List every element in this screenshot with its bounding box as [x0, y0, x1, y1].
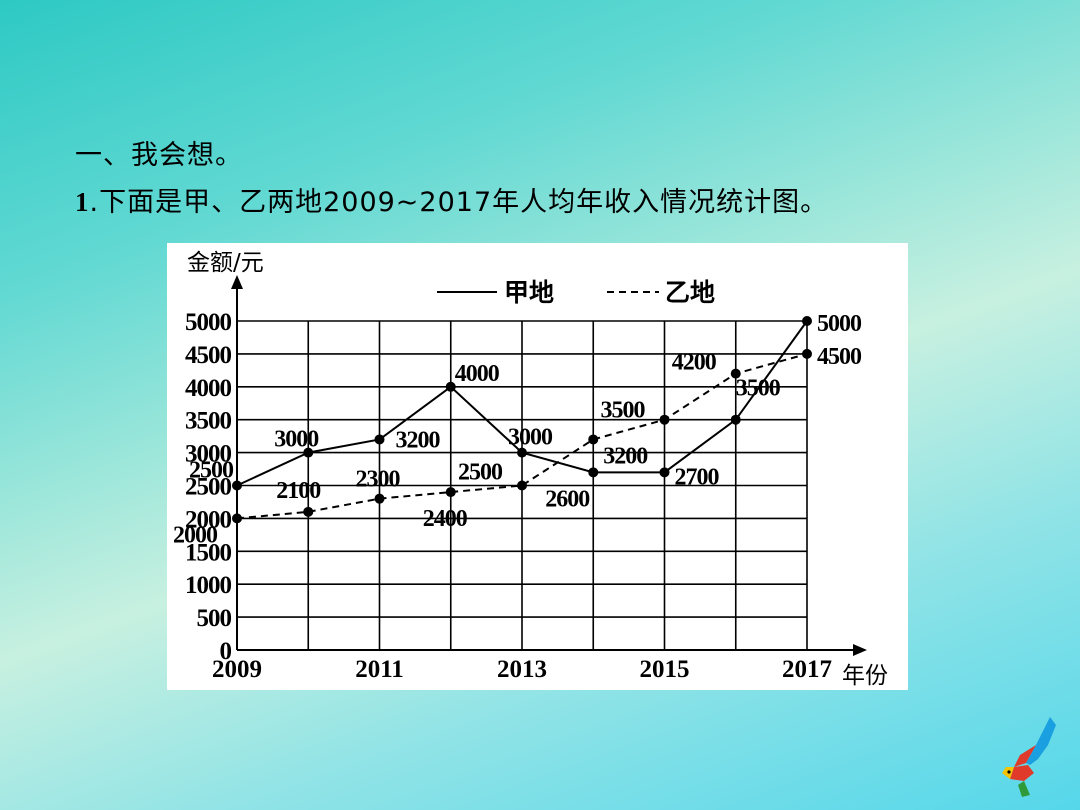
- data-point: [802, 348, 812, 359]
- data-label: 4000: [455, 361, 500, 387]
- data-label: 4200: [672, 350, 717, 376]
- x-axis-title: 年份: [842, 663, 888, 689]
- data-point: [659, 414, 670, 425]
- data-point: [232, 513, 242, 524]
- data-label: 4500: [817, 344, 862, 370]
- data-label: 2100: [276, 478, 321, 504]
- data-point: [588, 467, 599, 478]
- y-tick-label: 1000: [185, 572, 232, 599]
- data-label: 3200: [603, 443, 648, 469]
- data-point: [588, 434, 599, 445]
- data-label: 2000: [173, 522, 218, 548]
- data-label: 3500: [601, 398, 646, 424]
- parrot-icon: [1002, 717, 1056, 797]
- data-label: 2300: [356, 467, 401, 493]
- data-point: [445, 381, 456, 392]
- data-label: 2700: [675, 464, 720, 490]
- data-point: [517, 480, 527, 491]
- data-label: 3500: [736, 376, 781, 402]
- y-tick-label: 5000: [185, 309, 232, 336]
- y-tick-label: 4500: [185, 342, 232, 369]
- x-tick-label: 2017: [782, 656, 832, 683]
- y-tick-label: 3000: [185, 441, 232, 468]
- y-tick-label: 1500: [185, 539, 232, 566]
- data-point: [730, 414, 741, 425]
- chart-canvas: 金额/元年份0500100015002000250030003500400045…: [173, 250, 888, 689]
- data-label: 3000: [274, 427, 319, 453]
- y-axis-title: 金额/元: [187, 250, 264, 276]
- data-point: [374, 434, 385, 445]
- data-label: 2400: [423, 506, 468, 532]
- data-point: [303, 506, 314, 517]
- x-tick-label: 2011: [355, 656, 404, 683]
- x-axis-arrow: [853, 644, 867, 656]
- x-tick-label: 2009: [212, 656, 262, 683]
- data-label: 2500: [458, 460, 503, 486]
- data-point: [659, 467, 670, 478]
- y-tick-label: 3500: [185, 408, 232, 435]
- data-point: [232, 480, 242, 491]
- question-body: .下面是甲、乙两地2009~2017年人均年收入情况统计图。: [89, 187, 829, 218]
- data-label: 3200: [396, 427, 441, 453]
- data-point: [374, 493, 385, 504]
- data-label: 2500: [189, 458, 234, 484]
- legend-label-jia: 甲地: [504, 278, 554, 307]
- data-point: [445, 487, 456, 498]
- y-tick-label: 4000: [185, 375, 232, 402]
- data-label: 5000: [817, 311, 862, 337]
- data-point: [517, 447, 527, 458]
- data-label: 2600: [545, 486, 590, 512]
- x-tick-label: 2015: [640, 656, 690, 683]
- question-text: 1.下面是甲、乙两地2009~2017年人均年收入情况统计图。: [75, 180, 828, 219]
- y-tick-label: 0: [220, 638, 232, 665]
- y-axis-arrow: [231, 275, 243, 289]
- data-point: [802, 316, 812, 326]
- x-tick-label: 2013: [497, 656, 547, 683]
- y-tick-label: 2500: [185, 474, 232, 501]
- section-heading: 一、我会想。: [75, 140, 243, 171]
- y-tick-label: 2000: [185, 506, 232, 533]
- data-point: [303, 447, 314, 458]
- y-tick-label: 500: [197, 605, 232, 632]
- question-number: 1: [75, 187, 90, 217]
- legend-label-yi: 乙地: [665, 278, 715, 307]
- data-point: [730, 368, 741, 379]
- data-label: 3000: [508, 425, 553, 451]
- line-chart: 金额/元 年份 0 500 1000 1500 2000 2500 3000 3500 4000 45…: [167, 243, 908, 690]
